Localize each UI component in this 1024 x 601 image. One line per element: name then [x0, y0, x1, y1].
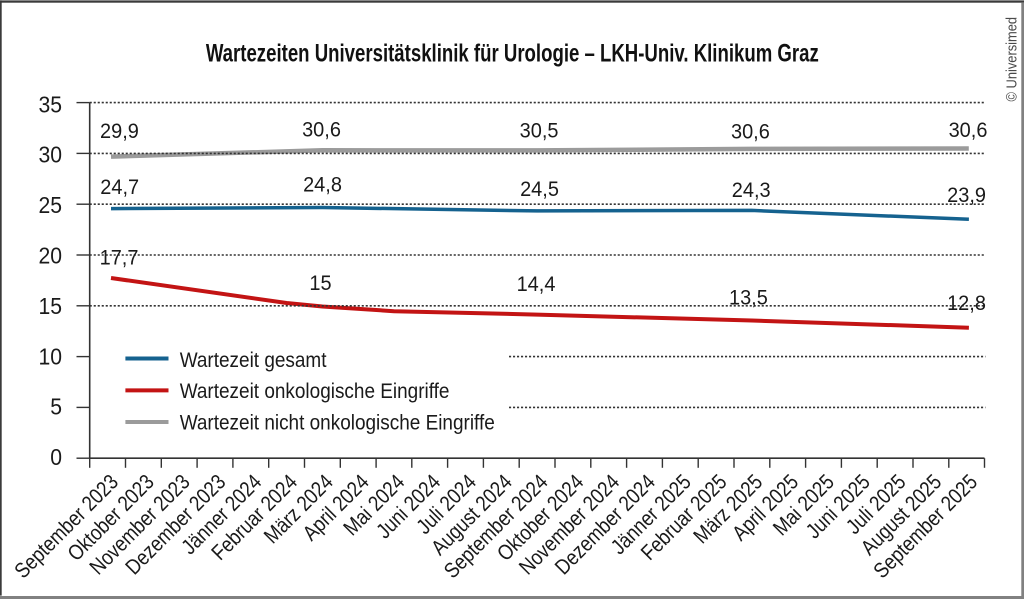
svg-text:Wartezeit nicht onkologische E: Wartezeit nicht onkologische Eingriffe	[180, 411, 495, 434]
svg-text:Wartezeiten Universitätsklinik: Wartezeiten Universitätsklinik für Urolo…	[206, 39, 819, 68]
svg-text:15: 15	[309, 271, 331, 295]
svg-text:23,9: 23,9	[947, 183, 986, 207]
svg-text:14,4: 14,4	[517, 272, 556, 296]
svg-text:13,5: 13,5	[729, 286, 768, 310]
svg-text:20: 20	[38, 243, 62, 269]
svg-text:35: 35	[38, 91, 62, 117]
svg-text:30,5: 30,5	[520, 119, 559, 143]
svg-text:17,7: 17,7	[100, 246, 139, 270]
svg-text:24,8: 24,8	[303, 173, 342, 197]
svg-text:30: 30	[38, 142, 62, 168]
svg-text:0: 0	[50, 444, 62, 470]
svg-text:24,7: 24,7	[100, 175, 139, 199]
svg-text:12,8: 12,8	[947, 291, 986, 315]
svg-text:30,6: 30,6	[302, 118, 341, 142]
svg-text:24,5: 24,5	[520, 177, 559, 201]
svg-text:© Universimed: © Universimed	[1003, 17, 1020, 102]
svg-text:Wartezeit gesamt: Wartezeit gesamt	[180, 349, 327, 372]
svg-text:24,3: 24,3	[732, 178, 771, 202]
svg-text:Wartezeit onkologische Eingrif: Wartezeit onkologische Eingriffe	[180, 380, 450, 403]
svg-text:25: 25	[38, 192, 62, 218]
svg-text:30,6: 30,6	[949, 118, 988, 142]
svg-text:10: 10	[38, 343, 62, 369]
svg-text:30,6: 30,6	[731, 120, 770, 144]
svg-text:5: 5	[50, 394, 62, 420]
svg-text:29,9: 29,9	[100, 119, 139, 143]
svg-text:15: 15	[38, 293, 62, 319]
